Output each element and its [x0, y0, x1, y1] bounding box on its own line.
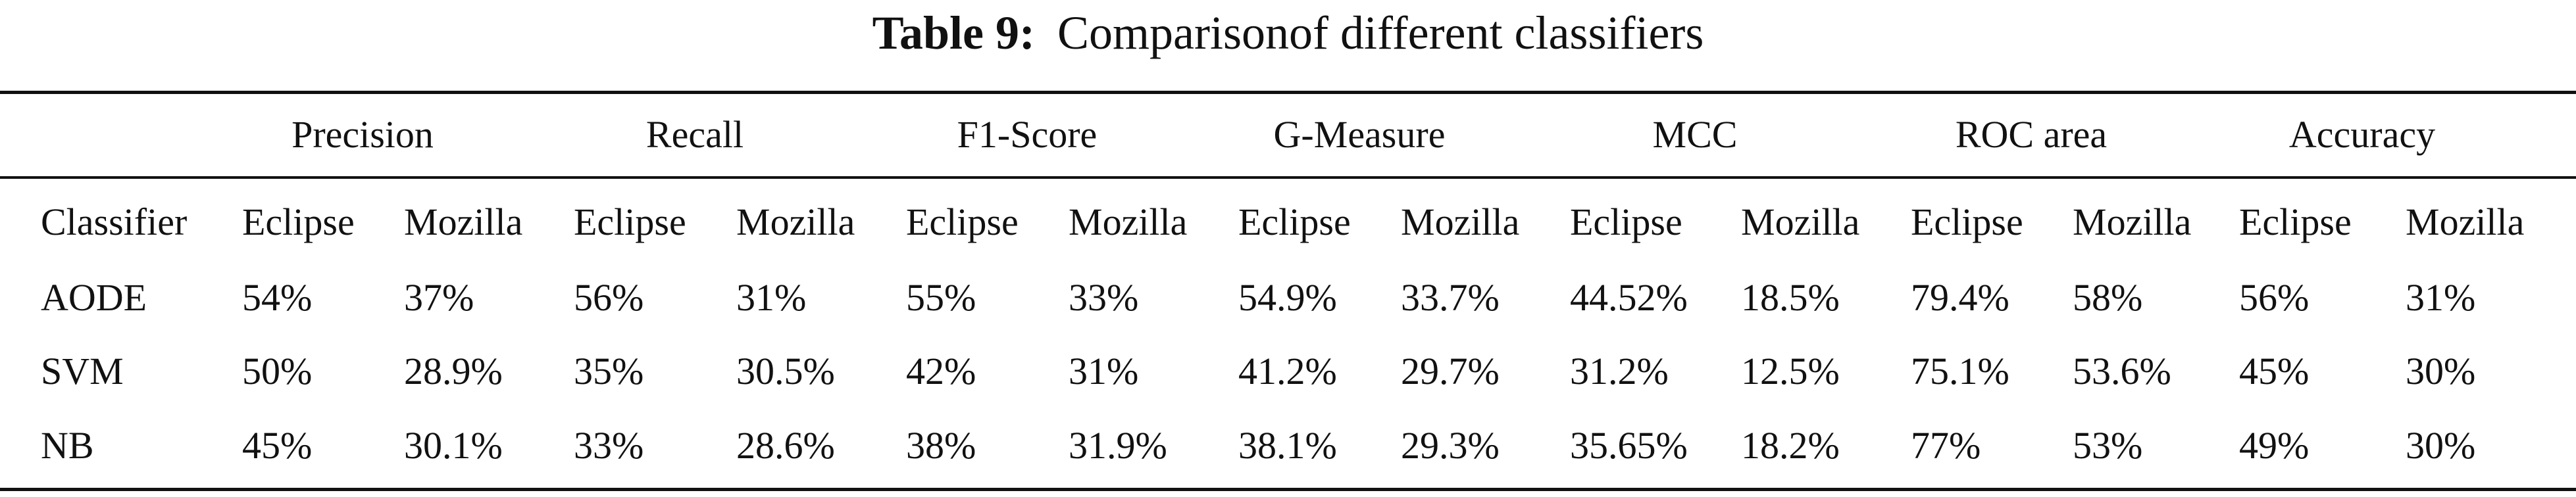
metric-header-g-measure: G-Measure: [1273, 113, 1446, 156]
project-column-header: Mozilla: [1069, 201, 1188, 243]
table-top-rule: [0, 91, 2576, 94]
table-caption-text: Comparisonof different classifiers: [1057, 7, 1704, 59]
table-cell: 30%: [2406, 350, 2476, 392]
table-cell: 45%: [2239, 350, 2310, 392]
table-cell: 44.52%: [1570, 276, 1688, 319]
table-cell: 38.1%: [1238, 424, 1337, 467]
classifier-name: SVM: [41, 350, 124, 392]
table-caption-label: Table 9:: [872, 7, 1035, 59]
table-cell: 37%: [404, 276, 474, 319]
project-column-header: Eclipse: [906, 201, 1019, 243]
metric-header-mcc: MCC: [1652, 113, 1738, 156]
project-column-header: Mozilla: [404, 201, 523, 243]
table-cell: 58%: [2073, 276, 2143, 319]
project-column-header: Mozilla: [1401, 201, 1520, 243]
classifier-name: AODE: [41, 276, 147, 319]
classifier-column-header: Classifier: [41, 201, 188, 243]
project-column-header: Mozilla: [2406, 201, 2525, 243]
table-cell: 56%: [2239, 276, 2310, 319]
table-cell: 55%: [906, 276, 976, 319]
table-cell: 54%: [242, 276, 313, 319]
project-column-header: Eclipse: [2239, 201, 2352, 243]
project-column-header: Eclipse: [1570, 201, 1682, 243]
table-bottom-rule: [0, 488, 2576, 491]
table-cell: 28.6%: [736, 424, 835, 467]
table-cell: 18.5%: [1741, 276, 1840, 319]
project-column-header: Mozilla: [1741, 201, 1860, 243]
table-header-rule: [0, 176, 2576, 179]
table-cell: 33%: [1069, 276, 1139, 319]
metric-header-f1-score: F1-Score: [957, 113, 1098, 156]
table-cell: 31%: [2406, 276, 2476, 319]
table-cell: 30%: [2406, 424, 2476, 467]
table-cell: 29.7%: [1401, 350, 1500, 392]
table-cell: 38%: [906, 424, 976, 467]
table-cell: 75.1%: [1911, 350, 2009, 392]
table-cell: 31.2%: [1570, 350, 1669, 392]
table-cell: 50%: [242, 350, 313, 392]
table-cell: 33%: [574, 424, 644, 467]
table-cell: 31.9%: [1069, 424, 1167, 467]
table-cell: 29.3%: [1401, 424, 1500, 467]
project-column-header: Mozilla: [736, 201, 855, 243]
table-cell: 45%: [242, 424, 313, 467]
table-cell: 53.6%: [2073, 350, 2171, 392]
table-cell: 35%: [574, 350, 644, 392]
table-cell: 77%: [1911, 424, 1981, 467]
project-column-header: Mozilla: [2073, 201, 2192, 243]
table-cell: 12.5%: [1741, 350, 1840, 392]
metric-header-recall: Recall: [645, 113, 744, 156]
table-cell: 28.9%: [404, 350, 503, 392]
table-cell: 53%: [2073, 424, 2143, 467]
table-cell: 31%: [1069, 350, 1139, 392]
table-cell: 30.5%: [736, 350, 835, 392]
table-cell: 49%: [2239, 424, 2310, 467]
table-caption: Table 9: Comparisonof different classifie…: [0, 0, 2576, 72]
project-column-header: Eclipse: [242, 201, 355, 243]
table-cell: 54.9%: [1238, 276, 1337, 319]
table-cell: 33.7%: [1401, 276, 1500, 319]
table-cell: 41.2%: [1238, 350, 1337, 392]
metric-header-precision: Precision: [291, 113, 434, 156]
table-cell: 18.2%: [1741, 424, 1840, 467]
table-cell: 35.65%: [1570, 424, 1688, 467]
table-cell: 56%: [574, 276, 644, 319]
table-cell: 42%: [906, 350, 976, 392]
project-column-header: Eclipse: [1911, 201, 2023, 243]
classifier-name: NB: [41, 424, 94, 467]
metric-header-accuracy: Accuracy: [2288, 113, 2436, 156]
table-cell: 79.4%: [1911, 276, 2009, 319]
table-cell: 31%: [736, 276, 807, 319]
project-column-header: Eclipse: [574, 201, 686, 243]
table-cell: 30.1%: [404, 424, 503, 467]
project-column-header: Eclipse: [1238, 201, 1351, 243]
metric-header-roc-area: ROC area: [1955, 113, 2108, 156]
